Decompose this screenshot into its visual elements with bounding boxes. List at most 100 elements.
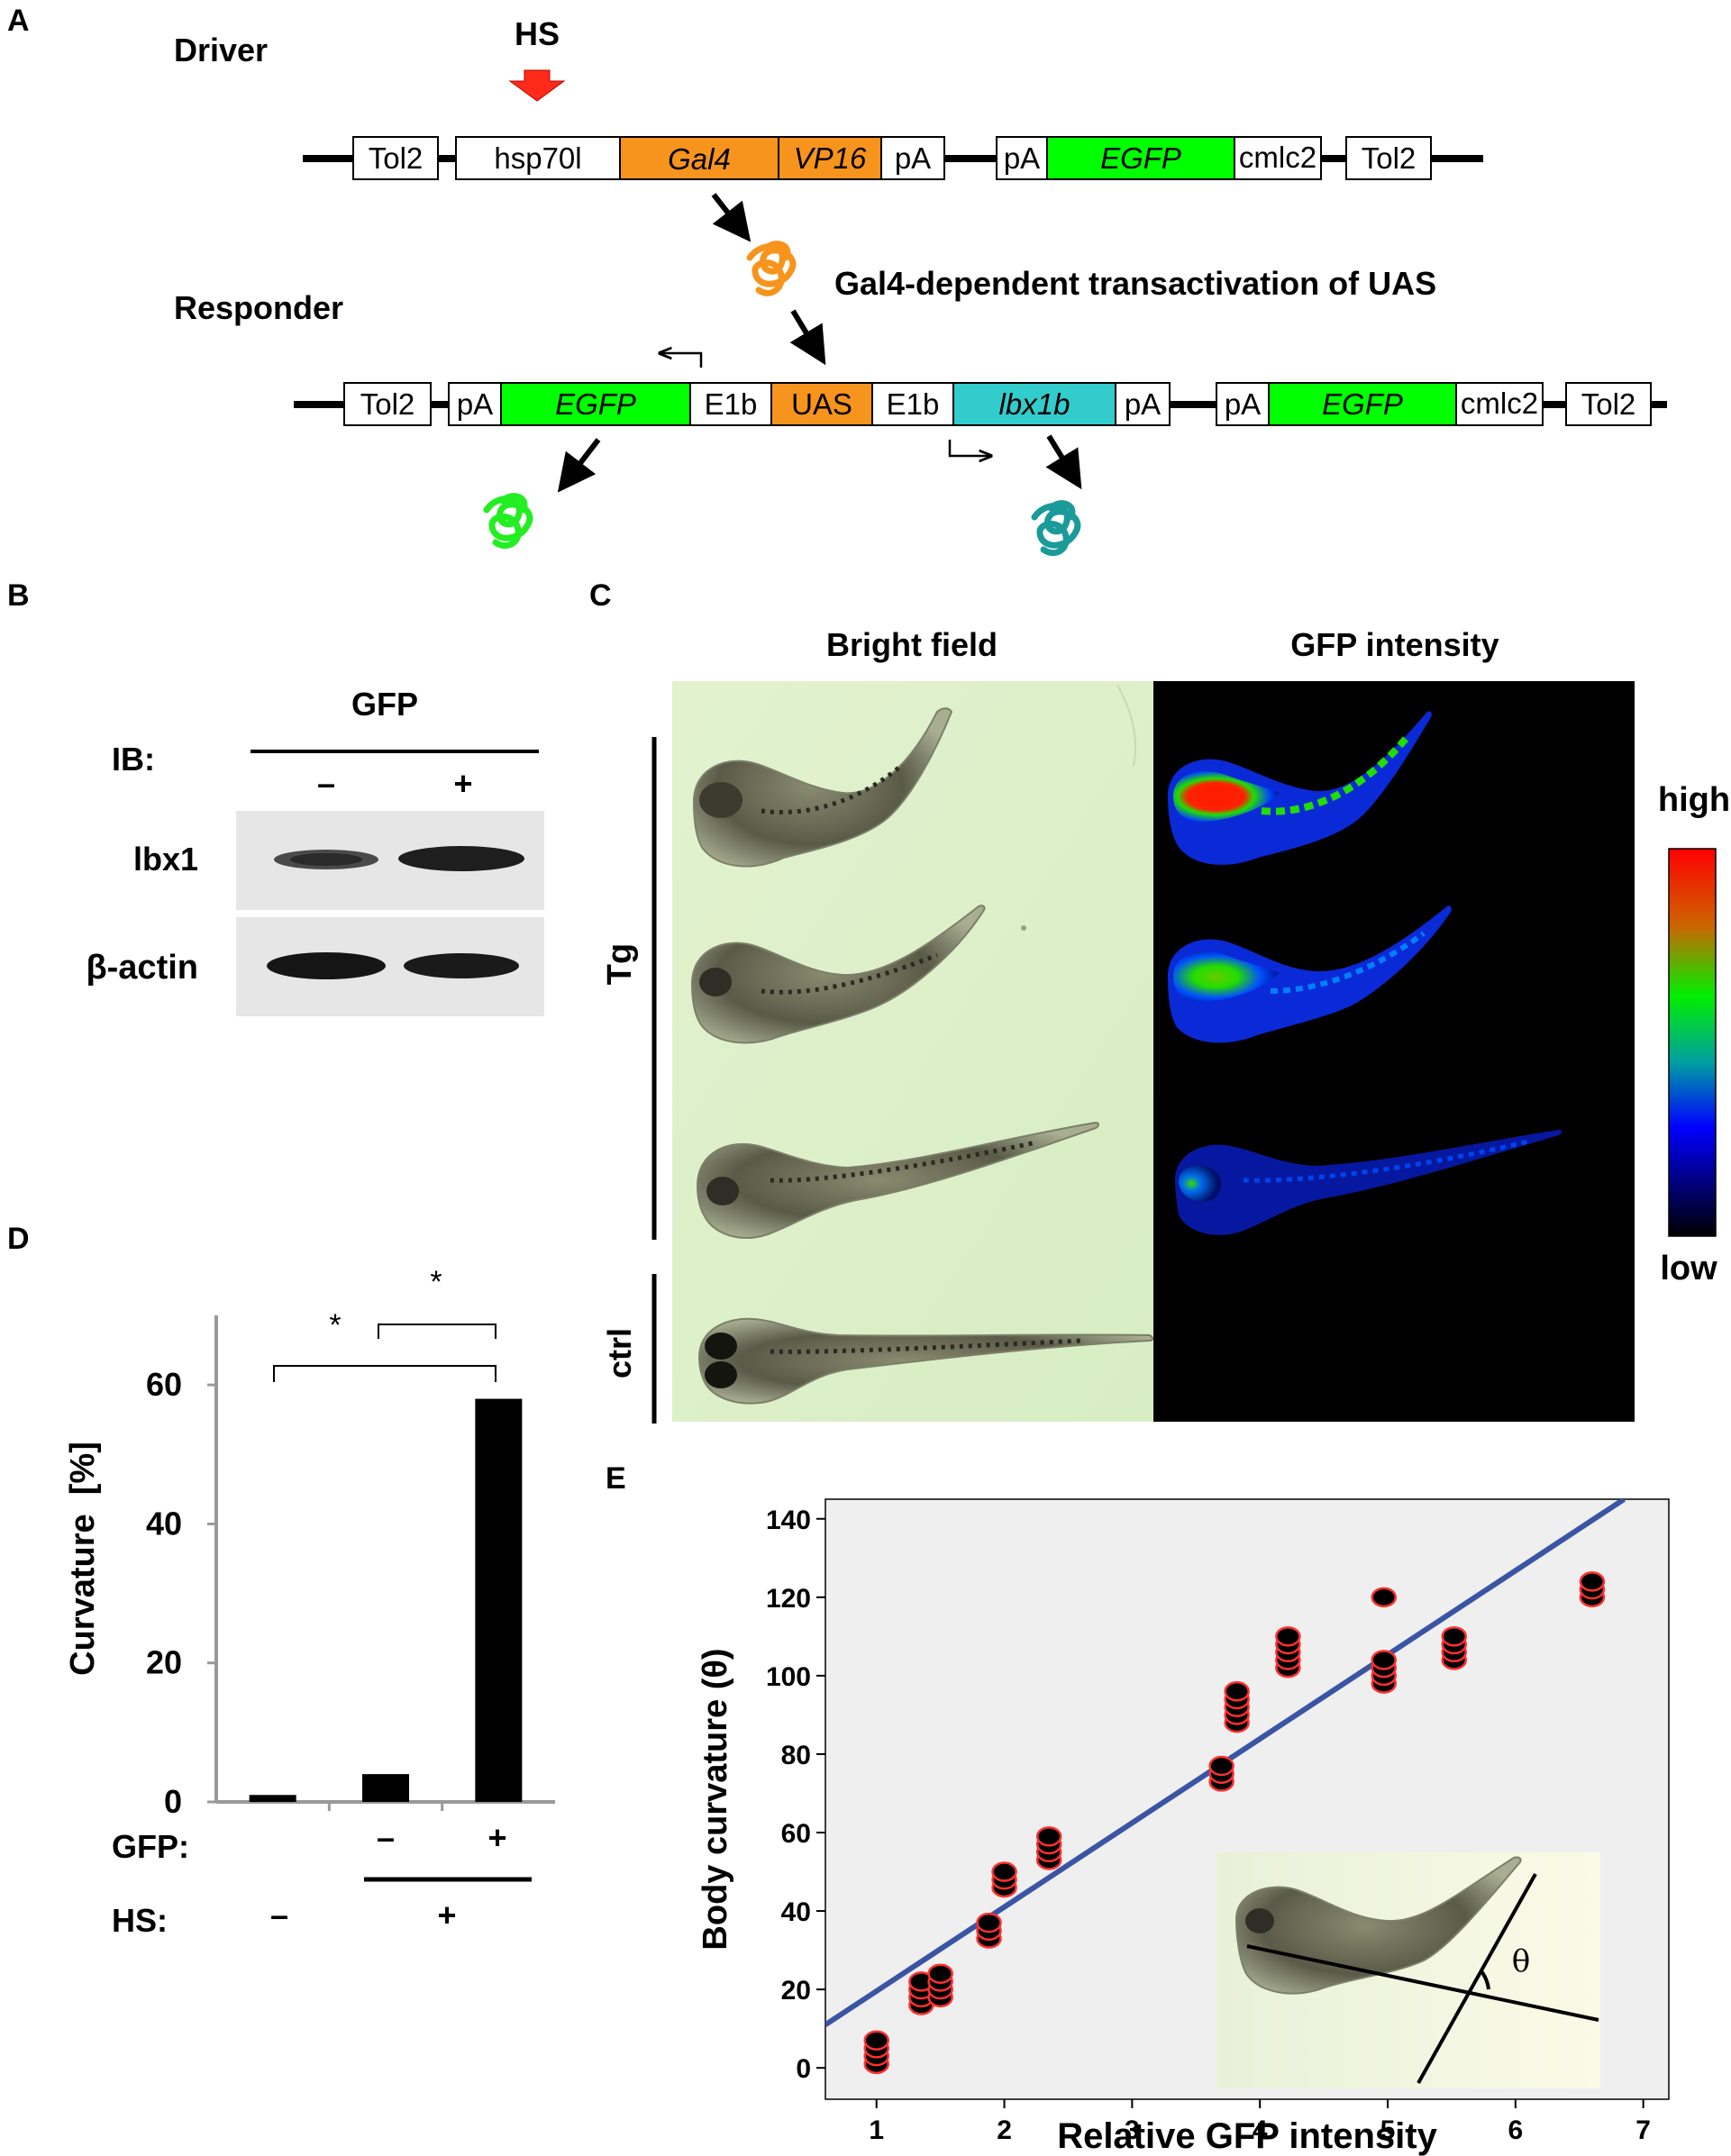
bar (362, 1774, 409, 1802)
gfp-fish-tg-1 (1168, 711, 1432, 865)
y-tick-label: 140 (766, 1506, 811, 1535)
ib-label: IB: (112, 741, 155, 778)
y-axis-title: Curvature [%] (64, 1442, 102, 1676)
row-lbx1-label: lbx1 (133, 841, 198, 878)
responder-box-e1b-left: E1b (705, 387, 758, 421)
gfp-value-plus: + (487, 1819, 506, 1856)
data-point (927, 1963, 953, 1984)
responder-box-tol2-left: Tol2 (360, 387, 415, 421)
responder-box-e1b-right: E1b (887, 387, 940, 421)
row-actin-label: β-actin (86, 949, 198, 987)
hs-row-label: HS: (112, 1902, 168, 1939)
responder-construct: Tol2 pA EGFP E1b UAS E1b lbx1b pA pA EGF… (294, 382, 1667, 426)
fish-tg-1 (692, 707, 953, 868)
responder-box-lbx1b: lbx1b (999, 387, 1070, 421)
col-gfp-intensity: GFP intensity (1290, 626, 1499, 663)
x-tick-label: 1 (869, 2115, 884, 2145)
gfp-fish-tg-2 (1168, 905, 1452, 1043)
x-tick-label: 7 (1635, 2115, 1651, 2145)
y-tick-label: 120 (766, 1584, 811, 1614)
curvature-bar-chart: 0 20 40 60 Curvature [%] (64, 1315, 555, 1820)
x-axis-title: Relative GFP intensity (1057, 2116, 1437, 2156)
hs-label: HS (515, 15, 560, 52)
fish-tg-3 (696, 1121, 1099, 1239)
fish-tg-2 (690, 905, 986, 1044)
driver-box-tol2-left: Tol2 (369, 141, 424, 175)
band-actin-plus (404, 953, 519, 978)
gal4-protein-icon (746, 241, 797, 296)
driver-label: Driver (174, 32, 268, 68)
responder-box-cmlc2: cmlc2 (1461, 387, 1538, 420)
x-tick-label: 4 (1253, 2115, 1268, 2145)
data-point (976, 1912, 1002, 1933)
y-tick-label: 0 (164, 1783, 182, 1820)
panel-a: A Driver HS Tol2 hsp70l Gal4 VP16 pA pA … (7, 4, 1667, 557)
transcription-arrow-right-icon (948, 440, 991, 456)
scale-low-label: low (1660, 1250, 1717, 1287)
curvature-scatter-chart: 1 2 3 4 5 6 7 0 20 40 60 80 100 120 140 Relative GFP in… (697, 1498, 1670, 2156)
lane-plus: + (453, 765, 472, 802)
responder-label: Responder (174, 289, 343, 326)
y-tick-label: 60 (781, 1819, 811, 1849)
y-tick-label: 40 (146, 1505, 182, 1542)
scale-high-label: high (1658, 781, 1730, 819)
hs-value-minus: – (270, 1897, 288, 1933)
y-tick-label: 100 (766, 1662, 811, 1692)
responder-box-egfp-left: EGFP (555, 387, 636, 421)
y-tick-label: 80 (781, 1741, 811, 1770)
driver-box-egfp: EGFP (1100, 141, 1181, 175)
col-bright-field: Bright field (826, 626, 998, 663)
panel-a-letter: A (7, 4, 30, 38)
gfp-value-minus: – (377, 1819, 395, 1856)
y-tick-label: 20 (146, 1644, 182, 1681)
data-point (1208, 1755, 1234, 1777)
driver-construct: Tol2 hsp70l Gal4 VP16 pA pA EGFP cmlc2 T… (303, 136, 1483, 180)
x-tick-label: 6 (1508, 2115, 1523, 2145)
data-point (1371, 1650, 1397, 1670)
panel-e: E 1 2 3 4 5 6 7 0 20 40 60 80 100 120 140 Relative GFP … (606, 1461, 1670, 2156)
driver-box-tol2-right: Tol2 (1362, 141, 1417, 175)
y-tick-label: 60 (146, 1366, 182, 1403)
fish-ctrl (697, 1317, 1153, 1405)
gfp-intensity-image (1153, 681, 1635, 1422)
data-point (1371, 1587, 1397, 1608)
responder-box-pa-mid: pA (1125, 387, 1161, 421)
x-tick-label: 3 (1125, 2115, 1140, 2145)
driver-box-gal4: Gal4 (668, 142, 731, 176)
transactivation-text: Gal4-dependent transactivation of UAS (834, 265, 1436, 302)
data-point (991, 1861, 1017, 1882)
group-tg-label: Tg (601, 943, 639, 985)
driver-box-cmlc2: cmlc2 (1239, 141, 1316, 174)
driver-box-vp16: VP16 (794, 141, 867, 175)
bright-field-image (672, 681, 1153, 1422)
lane-minus: – (317, 765, 335, 802)
data-point (1579, 1571, 1606, 1592)
egfp-protein-icon (483, 493, 533, 550)
panel-b: B GFP IB: – + lbx1 β-actin (7, 578, 544, 1016)
color-scale-bar (1668, 848, 1717, 1237)
heat-shock-arrow-icon (508, 69, 566, 102)
transcription-arrow-left-icon (660, 353, 703, 368)
significance-star-right: * (430, 1265, 442, 1299)
responder-box-egfp-right: EGFP (1322, 387, 1403, 421)
panel-c: C Bright field GFP intensity Tg ctrl (589, 578, 1730, 1424)
data-point (1224, 1681, 1250, 1702)
responder-box-pa-right: pA (1225, 387, 1261, 421)
driver-box-pa: pA (895, 141, 931, 175)
lbx1b-protein-icon (1031, 500, 1081, 557)
panel-b-letter: B (7, 578, 30, 613)
responder-box-uas: UAS (791, 387, 852, 421)
panel-d-letter: D (7, 1222, 30, 1256)
x-tick-label: 2 (997, 2115, 1012, 2145)
gfp-row-label: GFP: (112, 1828, 189, 1865)
gfp-header: GFP (351, 686, 418, 723)
y-axis-title: Body curvature (θ) (697, 1648, 734, 1950)
group-ctrl-label: ctrl (601, 1328, 638, 1378)
gfp-fish-tg-3 (1175, 1130, 1562, 1235)
band-actin-minus (267, 952, 386, 979)
bar (475, 1398, 523, 1802)
bar (249, 1795, 296, 1802)
data-point (1035, 1826, 1062, 1847)
panel-e-letter: E (606, 1461, 626, 1496)
theta-label: θ (1512, 1943, 1530, 1979)
